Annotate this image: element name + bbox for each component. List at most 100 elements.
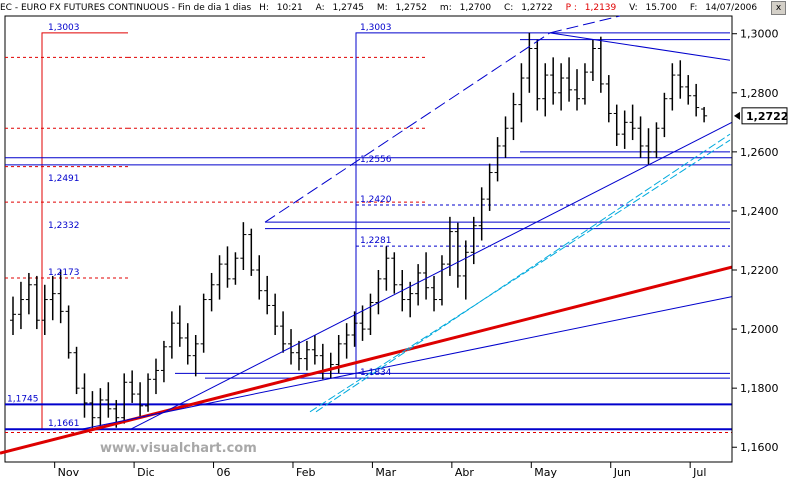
price-bar bbox=[494, 137, 501, 182]
blue-trend-line bbox=[129, 121, 733, 430]
price-bar bbox=[478, 187, 485, 241]
fib-label-right: 1,2556 bbox=[360, 155, 392, 165]
price-bar bbox=[693, 83, 700, 117]
price-bar bbox=[295, 340, 302, 371]
price-bar bbox=[351, 311, 358, 347]
price-bar bbox=[272, 293, 279, 335]
price-bar bbox=[33, 275, 40, 330]
price-bar bbox=[415, 264, 422, 306]
watermark: www.visualchart.com bbox=[100, 441, 257, 456]
x-tick-label: 06 bbox=[217, 466, 231, 479]
y-tick-label: 1,2400 bbox=[740, 205, 779, 218]
price-bar bbox=[57, 270, 64, 324]
price-bar bbox=[534, 39, 541, 111]
price-bar bbox=[168, 311, 175, 359]
price-bar bbox=[10, 296, 16, 335]
price-bar bbox=[701, 106, 708, 123]
price-bar bbox=[303, 340, 310, 371]
x-axis: Nov Dic 06 Feb Mar Abr May Jun Jul bbox=[54, 462, 706, 479]
price-bar bbox=[192, 334, 199, 377]
price-bar bbox=[391, 252, 398, 294]
x-tick-label: Jun bbox=[613, 466, 631, 479]
price-bar bbox=[65, 305, 72, 359]
price-bar bbox=[542, 63, 549, 117]
x-tick-label: Nov bbox=[58, 466, 80, 479]
volume-label: V: 15.700 bbox=[629, 3, 677, 13]
price-bar bbox=[129, 370, 136, 403]
price-bar bbox=[510, 92, 517, 141]
y-tick-label: 1,2600 bbox=[740, 146, 779, 159]
close-button[interactable]: x bbox=[771, 1, 786, 15]
price-bar bbox=[367, 293, 374, 335]
price-bar bbox=[589, 39, 596, 81]
level-labels: 1,3003 1,2491 1,2332 1,2173 1,1745 1,1661 1,30… bbox=[7, 23, 392, 429]
last-price-marker bbox=[734, 111, 740, 120]
x-tick-label: Dic bbox=[137, 466, 155, 479]
price-bar bbox=[73, 346, 80, 395]
price-bar bbox=[25, 272, 32, 315]
price-bar bbox=[232, 252, 239, 285]
price-bar bbox=[208, 272, 215, 312]
y-tick-label: 1,2200 bbox=[740, 264, 779, 277]
price-bar bbox=[669, 63, 676, 111]
price-bar bbox=[502, 116, 509, 158]
price-bar bbox=[184, 323, 191, 365]
fib-label-left: 1,3003 bbox=[48, 23, 80, 33]
x-tick-label: Abr bbox=[455, 466, 475, 479]
right-fib-box bbox=[355, 32, 730, 379]
price-bar bbox=[41, 284, 48, 335]
price-bar bbox=[97, 388, 104, 427]
x-tick-label: Mar bbox=[375, 466, 396, 479]
fib-label-left: 1,2491 bbox=[48, 174, 80, 184]
y-tick-label: 1,3000 bbox=[740, 28, 779, 41]
blue-trend-line bbox=[79, 296, 733, 430]
price-bar bbox=[280, 311, 287, 353]
date-label: F: 14/07/2006 bbox=[689, 3, 758, 13]
price-bar bbox=[327, 352, 334, 379]
price-bar bbox=[311, 334, 318, 365]
open-label: A: 1,2745 bbox=[315, 3, 364, 13]
price-bar bbox=[581, 63, 588, 105]
price-bars bbox=[10, 32, 708, 430]
blue-dashed-trend bbox=[549, 15, 621, 34]
price-bar bbox=[462, 240, 469, 300]
y-tick-label: 1,1600 bbox=[740, 441, 779, 454]
x-tick-label: May bbox=[534, 466, 557, 479]
price-bar bbox=[89, 391, 96, 430]
price-bar bbox=[145, 373, 152, 412]
close-label: C: 1,2722 bbox=[503, 3, 553, 13]
price-bar bbox=[645, 128, 652, 165]
guide-lines bbox=[4, 15, 733, 463]
price-bar bbox=[558, 63, 565, 111]
fib-label-left: 1,2332 bbox=[48, 221, 80, 231]
price-bar bbox=[637, 116, 644, 158]
red-trend-line bbox=[0, 265, 733, 455]
price-bar bbox=[550, 57, 557, 105]
resistance-line bbox=[549, 32, 731, 61]
fib-label-left: 1,2173 bbox=[48, 268, 80, 278]
price-bar bbox=[518, 63, 525, 123]
symbol-title: EC - EURO FX FUTURES CONTINUOUS - Fin de… bbox=[0, 3, 252, 13]
channel-line bbox=[309, 139, 731, 413]
price-bar bbox=[613, 104, 620, 146]
price-bar bbox=[605, 75, 612, 123]
channel-line bbox=[315, 133, 731, 413]
trend-lines bbox=[0, 15, 733, 455]
price-bar bbox=[105, 382, 112, 418]
title-bar: EC - EURO FX FUTURES CONTINUOUS - Fin de… bbox=[0, 0, 788, 16]
price-bar bbox=[423, 252, 430, 300]
price-bar bbox=[160, 340, 167, 383]
price-bar bbox=[200, 293, 207, 353]
price-bar bbox=[486, 163, 493, 211]
last-price-label: 1,2722 bbox=[746, 110, 788, 123]
y-tick-label: 1,1800 bbox=[740, 382, 779, 395]
price-bar bbox=[661, 92, 668, 138]
price-bar bbox=[343, 323, 350, 359]
price-bar bbox=[176, 305, 183, 347]
price-bar bbox=[152, 358, 159, 395]
price-bar bbox=[17, 281, 24, 330]
price-bar bbox=[431, 275, 438, 312]
pivot-label: P : 1,2139 bbox=[565, 3, 617, 13]
price-bar bbox=[248, 228, 255, 276]
